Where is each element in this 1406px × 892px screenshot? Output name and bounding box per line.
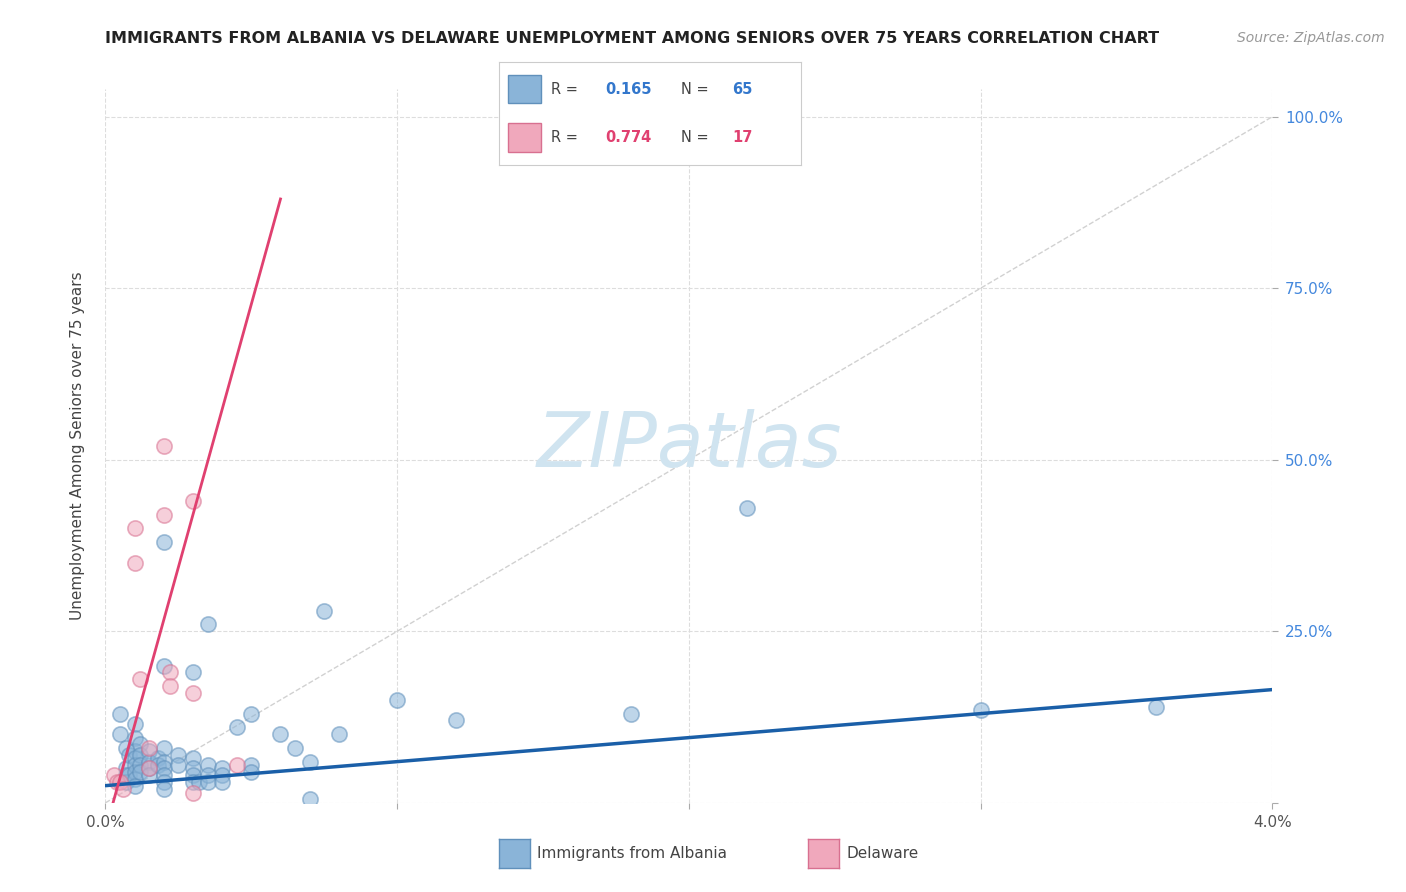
Point bbox=[240, 706, 263, 721]
Point bbox=[181, 494, 204, 508]
Point bbox=[153, 775, 174, 789]
Point bbox=[146, 758, 169, 772]
Point bbox=[197, 617, 219, 632]
Point bbox=[115, 740, 138, 755]
Text: R =: R = bbox=[551, 81, 578, 96]
Point bbox=[181, 785, 204, 799]
Point bbox=[225, 720, 247, 734]
Point bbox=[146, 751, 169, 765]
Point bbox=[124, 717, 146, 731]
Point bbox=[284, 740, 307, 755]
Point bbox=[187, 775, 209, 789]
Point bbox=[108, 727, 131, 741]
Point bbox=[197, 768, 219, 782]
Point bbox=[105, 775, 128, 789]
Point bbox=[129, 738, 152, 752]
Point bbox=[153, 508, 174, 522]
Y-axis label: Unemployment Among Seniors over 75 years: Unemployment Among Seniors over 75 years bbox=[70, 272, 84, 620]
Point bbox=[153, 740, 174, 755]
Point bbox=[181, 775, 204, 789]
Point bbox=[298, 792, 321, 806]
Point bbox=[314, 604, 336, 618]
Point bbox=[385, 693, 408, 707]
Bar bbox=[508, 75, 541, 103]
Point bbox=[225, 758, 247, 772]
Point bbox=[138, 744, 160, 758]
Point bbox=[124, 521, 146, 535]
Text: 17: 17 bbox=[733, 130, 752, 145]
Point bbox=[124, 779, 146, 793]
Point bbox=[167, 758, 190, 772]
Bar bbox=[508, 123, 541, 152]
Point bbox=[138, 740, 160, 755]
Point bbox=[124, 764, 146, 779]
Point bbox=[138, 762, 160, 776]
Point bbox=[124, 772, 146, 786]
Text: Delaware: Delaware bbox=[846, 847, 918, 861]
Point bbox=[328, 727, 350, 741]
Point bbox=[167, 747, 190, 762]
Point bbox=[124, 751, 146, 765]
Point bbox=[124, 556, 146, 570]
Point bbox=[118, 747, 141, 762]
Point bbox=[159, 679, 181, 693]
Point bbox=[124, 758, 146, 772]
Point bbox=[153, 782, 174, 797]
Text: 0.774: 0.774 bbox=[605, 130, 651, 145]
Point bbox=[737, 500, 759, 515]
Point bbox=[118, 768, 141, 782]
Point bbox=[111, 782, 134, 797]
Point bbox=[211, 775, 233, 789]
Point bbox=[211, 768, 233, 782]
Text: Source: ZipAtlas.com: Source: ZipAtlas.com bbox=[1237, 31, 1385, 45]
Point bbox=[138, 768, 160, 782]
Point bbox=[444, 714, 467, 728]
Point bbox=[138, 762, 160, 776]
Point bbox=[181, 751, 204, 765]
Point bbox=[197, 775, 219, 789]
Point bbox=[181, 665, 204, 680]
Point bbox=[197, 758, 219, 772]
Text: R =: R = bbox=[551, 130, 578, 145]
Point bbox=[970, 703, 993, 717]
Point bbox=[619, 706, 641, 721]
Point bbox=[181, 768, 204, 782]
Point bbox=[181, 762, 204, 776]
Point bbox=[138, 755, 160, 769]
Point bbox=[124, 744, 146, 758]
Point bbox=[240, 758, 263, 772]
Point bbox=[153, 658, 174, 673]
Point bbox=[153, 768, 174, 782]
Point bbox=[108, 775, 131, 789]
Point bbox=[153, 755, 174, 769]
Point bbox=[159, 665, 181, 680]
Point bbox=[269, 727, 292, 741]
Text: ZIPatlas: ZIPatlas bbox=[536, 409, 842, 483]
Text: N =: N = bbox=[681, 130, 709, 145]
Point bbox=[115, 768, 138, 782]
Point bbox=[124, 731, 146, 745]
Point bbox=[129, 747, 152, 762]
Point bbox=[240, 764, 263, 779]
Point bbox=[153, 762, 174, 776]
Point bbox=[181, 686, 204, 700]
Point bbox=[153, 535, 174, 549]
Text: IMMIGRANTS FROM ALBANIA VS DELAWARE UNEMPLOYMENT AMONG SENIORS OVER 75 YEARS COR: IMMIGRANTS FROM ALBANIA VS DELAWARE UNEM… bbox=[105, 31, 1160, 46]
Point bbox=[129, 673, 152, 687]
Point bbox=[129, 764, 152, 779]
Point bbox=[129, 758, 152, 772]
Point bbox=[108, 706, 131, 721]
Text: 0.165: 0.165 bbox=[605, 81, 651, 96]
Point bbox=[211, 762, 233, 776]
Point bbox=[1144, 699, 1167, 714]
Text: 65: 65 bbox=[733, 81, 752, 96]
Point bbox=[153, 439, 174, 453]
Point bbox=[115, 775, 138, 789]
Text: N =: N = bbox=[681, 81, 709, 96]
Point bbox=[103, 768, 125, 782]
Text: Immigrants from Albania: Immigrants from Albania bbox=[537, 847, 727, 861]
Point bbox=[115, 762, 138, 776]
Point bbox=[298, 755, 321, 769]
